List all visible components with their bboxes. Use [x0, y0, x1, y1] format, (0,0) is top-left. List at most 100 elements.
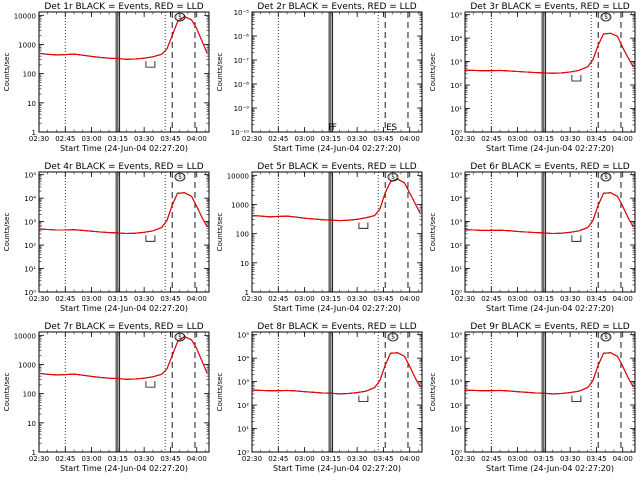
x-tick-label: 04:00: [187, 135, 207, 143]
x-tick-label: 03:00: [81, 295, 101, 303]
lld-series-line: [252, 352, 421, 395]
x-tick-label: 03:45: [586, 455, 606, 463]
y-tick-label: 10³: [237, 379, 249, 387]
lld-series-line: [39, 192, 208, 235]
flag-letter: F: [332, 123, 337, 133]
x-tick-label: 02:30: [242, 455, 262, 463]
x-tick-label: 02:30: [29, 295, 49, 303]
events-series-line: [252, 352, 421, 395]
flag-letter: F: [328, 123, 333, 133]
x-tick-label: 03:30: [347, 295, 367, 303]
attenuator-marker: [358, 222, 369, 229]
x-tick-label: 03:30: [134, 135, 154, 143]
x-tick-label: 02:30: [455, 295, 475, 303]
saa-flag-circle: [600, 12, 612, 22]
x-tick-label: 02:30: [29, 135, 49, 143]
detector-panel-5: Det 5r BLACK = Events, RED = LLD Counts/s…: [216, 162, 423, 313]
x-tick-label: 03:15: [534, 295, 554, 303]
x-tick-label: 02:30: [242, 135, 262, 143]
y-tick-label: 10⁴: [237, 355, 249, 363]
flag-letter: S: [391, 123, 397, 133]
x-axis-label: Start Time (24-Jun-04 02:27:20): [60, 464, 188, 473]
panel-title: Det 3r BLACK = Events, RED = LLD: [470, 2, 629, 12]
x-tick-label: 02:45: [268, 295, 288, 303]
y-tick-label: 10²: [450, 242, 462, 250]
x-tick-label: 04:00: [187, 295, 207, 303]
events-series-line: [465, 32, 634, 74]
y-tick-label: 10⁵: [24, 172, 36, 180]
x-tick-label: 02:45: [55, 295, 75, 303]
panel-title: Det 6r BLACK = Events, RED = LLD: [470, 162, 629, 172]
y-tick-label: 10²: [450, 82, 462, 90]
plot-frame: [38, 11, 210, 133]
lld-series-line: [39, 16, 208, 60]
detector-panel-4: Det 4r BLACK = Events, RED = LLD Counts/s…: [3, 162, 210, 313]
y-tick-label: 10⁻⁹: [234, 105, 250, 113]
y-axis-label: Counts/sec: [429, 213, 437, 252]
x-tick-label: 03:30: [560, 135, 580, 143]
x-tick-label: 03:45: [373, 455, 393, 463]
y-tick-label: 10000: [14, 332, 36, 340]
x-tick-label: 02:30: [455, 135, 475, 143]
x-tick-label: 03:45: [373, 135, 393, 143]
y-tick-label: 10⁰: [24, 289, 36, 297]
x-tick-label: 03:15: [321, 455, 341, 463]
x-axis-label: Start Time (24-Jun-04 02:27:20): [60, 144, 188, 153]
attenuator-marker: [145, 381, 156, 388]
y-axis-label: Counts/sec: [3, 213, 11, 252]
x-tick-label: 02:45: [268, 455, 288, 463]
y-tick-label: 10000: [14, 12, 36, 20]
y-tick-label: 1: [32, 129, 36, 137]
attenuator-marker: [571, 395, 582, 402]
plot-frame: [38, 331, 210, 453]
x-tick-label: 03:15: [108, 295, 128, 303]
x-tick-label: 03:00: [81, 455, 101, 463]
x-tick-label: 03:30: [134, 455, 154, 463]
y-tick-label: 10⁻⁸: [234, 81, 250, 89]
x-axis-label: Start Time (24-Jun-04 02:27:20): [486, 144, 614, 153]
y-tick-label: 10: [27, 420, 36, 428]
saa-flag-label: Ⓢ: [602, 13, 610, 22]
x-tick-label: 03:00: [294, 455, 314, 463]
y-tick-label: 10⁻⁷: [234, 57, 250, 65]
saa-flag-label: Ⓢ: [602, 333, 610, 342]
x-tick-label: 03:00: [507, 295, 527, 303]
y-tick-label: 10³: [450, 379, 462, 387]
y-tick-label: 1: [32, 449, 36, 457]
x-tick-label: 02:45: [55, 135, 75, 143]
x-tick-label: 03:45: [586, 295, 606, 303]
attenuator-marker: [571, 75, 582, 82]
x-tick-label: 02:30: [455, 455, 475, 463]
y-tick-label: 10²: [24, 242, 36, 250]
lld-series-line: [465, 352, 634, 395]
events-series-line: [252, 178, 421, 222]
detector-panel-6: Det 6r BLACK = Events, RED = LLD Counts/s…: [429, 162, 636, 313]
y-tick-label: 10²: [237, 402, 249, 410]
events-series-line: [465, 192, 634, 235]
attenuator-marker: [145, 61, 156, 68]
x-axis-label: Start Time (24-Jun-04 02:27:20): [273, 304, 401, 313]
y-tick-label: 10⁰: [450, 129, 462, 137]
x-tick-label: 03:45: [160, 135, 180, 143]
x-axis-label: Start Time (24-Jun-04 02:27:20): [273, 144, 401, 153]
saa-flag-label: Ⓢ: [176, 173, 184, 182]
x-tick-label: 03:00: [507, 455, 527, 463]
x-tick-label: 02:30: [242, 295, 262, 303]
plot-frame: [464, 11, 636, 133]
saa-flag-circle: [174, 172, 186, 182]
y-tick-label: 100: [23, 71, 36, 79]
y-tick-label: 10⁰: [450, 449, 462, 457]
panel-title: Det 2r BLACK = Events, RED = LLD: [257, 2, 416, 12]
saa-flag-label: Ⓢ: [389, 173, 397, 182]
panel-title: Det 8r BLACK = Events, RED = LLD: [257, 322, 416, 332]
y-tick-label: 10¹: [450, 426, 462, 434]
x-tick-label: 03:30: [560, 295, 580, 303]
x-tick-label: 03:00: [507, 135, 527, 143]
panel-title: Det 1r BLACK = Events, RED = LLD: [44, 2, 203, 12]
y-tick-label: 10⁵: [450, 172, 462, 180]
detector-panel-9: Det 9r BLACK = Events, RED = LLD Counts/s…: [429, 322, 636, 473]
x-tick-label: 04:00: [187, 455, 207, 463]
x-axis-label: Start Time (24-Jun-04 02:27:20): [486, 464, 614, 473]
y-tick-label: 10⁴: [450, 195, 462, 203]
plot-frame: [251, 11, 423, 133]
